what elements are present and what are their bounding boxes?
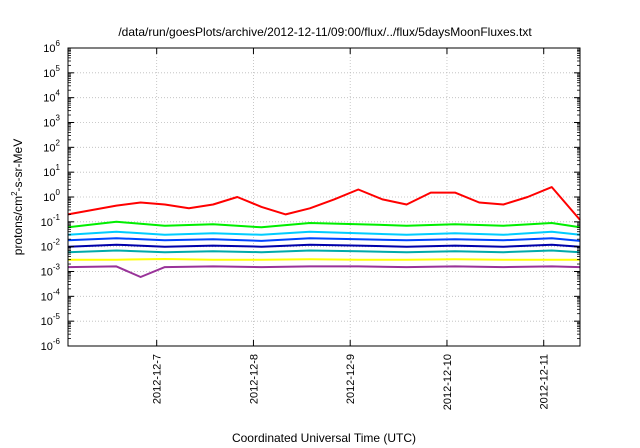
- series-line-4: [67, 237, 581, 242]
- y-tick-label: 105: [43, 64, 60, 80]
- x-tick-label: 2012-12-10: [442, 354, 454, 410]
- y-tick-label: 101: [43, 163, 60, 179]
- y-axis-label-post: -s-sr-MeV: [11, 139, 25, 192]
- y-axis-label: protons/cm2-s-sr-MeV: [10, 139, 25, 255]
- series-line-1: [67, 186, 581, 221]
- x-axis: 2012-12-7 2012-12-8 2012-12-9 2012-12-10 201…: [152, 48, 551, 410]
- y-tick-label: 100: [43, 188, 60, 204]
- x-tick-label: 2012-12-7: [152, 354, 164, 404]
- series-group: [67, 186, 581, 278]
- y-tick-label: 106: [43, 39, 60, 55]
- y-tick-label: 102: [43, 138, 60, 154]
- y-tick-label: 10-1: [41, 213, 61, 229]
- y-axis: 10-6 10-5 10-4 10-3 10-2 10-1 100 101 102 103 104 1…: [41, 39, 580, 353]
- y-tick-label: 10-5: [41, 312, 61, 328]
- series-line-7: [68, 258, 580, 261]
- y-tick-label: 10-2: [41, 238, 61, 254]
- x-axis-label: Coordinated Universal Time (UTC): [232, 431, 416, 445]
- y-axis-label-pre: protons/cm: [11, 196, 25, 255]
- y-tick-label: 103: [43, 114, 60, 130]
- series-line-8: [67, 265, 581, 278]
- series-line-5: [67, 243, 581, 248]
- series-line-3: [67, 230, 581, 236]
- x-tick-label: 2012-12-9: [345, 354, 357, 404]
- series-line-6: [67, 249, 581, 254]
- series-line-2: [67, 220, 581, 229]
- x-tick-label: 2012-12-11: [539, 354, 551, 409]
- y-tick-label: 104: [43, 89, 60, 105]
- x-tick-label: 2012-12-8: [248, 354, 260, 404]
- grid: [68, 48, 580, 346]
- y-tick-label: 10-6: [41, 337, 61, 353]
- y-tick-label: 10-4: [41, 287, 61, 303]
- chart-title: /data/run/goesPlots/archive/2012-12-11/0…: [118, 25, 532, 39]
- y-axis-label-sup: 2: [10, 191, 19, 196]
- y-tick-label: 10-3: [41, 263, 61, 279]
